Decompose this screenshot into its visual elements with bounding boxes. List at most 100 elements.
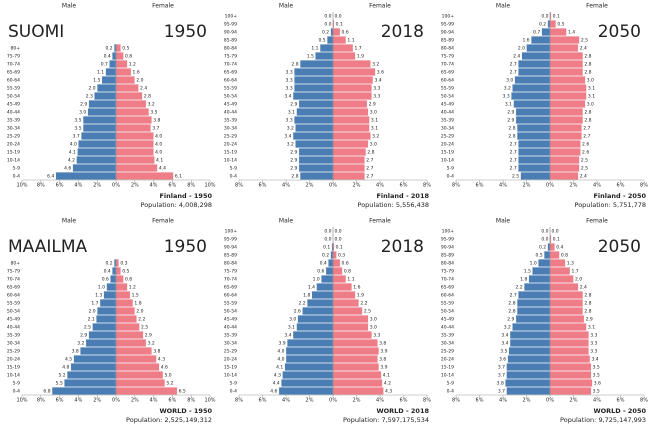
- male-bar: [506, 363, 551, 371]
- male-bar: [295, 140, 334, 148]
- female-bar: [549, 124, 582, 132]
- age-label: 45-49: [441, 317, 454, 323]
- age-label: 80-84: [441, 261, 454, 267]
- value-label: 0.8: [561, 253, 568, 259]
- male-bar: [294, 76, 334, 84]
- value-label: 1.0: [313, 277, 320, 283]
- value-label: 3.6: [377, 70, 384, 76]
- age-label: 10-14: [441, 373, 454, 379]
- age-label: 0-4: [230, 389, 237, 395]
- male-bar: [294, 84, 334, 92]
- x-tick-label: 4%: [150, 398, 158, 404]
- age-label: 30-34: [224, 341, 237, 347]
- female-bar: [332, 140, 369, 148]
- male-bar: [298, 164, 334, 172]
- x-tick-label: 8%: [640, 183, 648, 189]
- male-bar: [278, 387, 334, 395]
- male-header: Male: [62, 218, 77, 225]
- value-label: 4.0: [155, 134, 162, 140]
- value-label: 4.3: [274, 373, 281, 379]
- male-bar: [292, 331, 334, 339]
- value-label: 0.5: [557, 22, 564, 28]
- male-bar: [521, 52, 551, 60]
- x-tick-label: 4%: [150, 183, 158, 189]
- age-label: 10-14: [441, 158, 454, 164]
- value-label: 1.7: [91, 301, 98, 307]
- value-label: 2.5: [84, 325, 91, 331]
- age-label: 90-94: [441, 245, 454, 251]
- male-bar: [515, 116, 551, 124]
- male-bar: [328, 259, 334, 267]
- male-bar: [76, 156, 117, 164]
- age-label: 30-34: [7, 126, 20, 132]
- female-bar: [115, 52, 124, 60]
- male-bar: [321, 275, 334, 283]
- chart-title: WORLD - 2018: [376, 407, 429, 415]
- female-bar: [332, 76, 374, 84]
- male-bar: [285, 355, 334, 363]
- age-label: 30-34: [441, 341, 454, 347]
- value-label: 4.2: [384, 381, 391, 387]
- age-label: 5-9: [13, 381, 20, 387]
- female-bar: [332, 156, 365, 164]
- x-tick-label: 4%: [499, 398, 507, 404]
- female-bar: [332, 172, 365, 180]
- male-bar: [292, 92, 334, 100]
- x-tick-label: 6%: [168, 398, 176, 404]
- value-label: 2.9: [290, 102, 297, 108]
- female-bar: [549, 108, 584, 116]
- value-label: 0.0: [324, 22, 331, 28]
- value-label: 4.0: [277, 349, 284, 355]
- x-tick-label: 10%: [16, 183, 27, 189]
- value-label: 3.2: [287, 126, 294, 132]
- male-bar: [315, 52, 334, 60]
- male-bar: [82, 124, 117, 132]
- male-bar: [81, 132, 117, 140]
- value-label: 0.6: [342, 261, 349, 267]
- age-label: 55-59: [7, 86, 20, 92]
- value-label: 3.7: [498, 373, 505, 379]
- female-bar: [115, 68, 132, 76]
- value-label: 0.2: [539, 22, 546, 28]
- female-bar: [549, 148, 581, 156]
- value-label: 3.2: [372, 62, 379, 68]
- x-tick-label: 2%: [93, 398, 101, 404]
- female-bar: [332, 124, 370, 132]
- male-bar: [295, 124, 334, 132]
- female-bar: [115, 84, 139, 92]
- age-label: 80-84: [224, 46, 237, 52]
- x-tick-label: 8%: [235, 398, 243, 404]
- male-bar: [109, 60, 117, 68]
- male-bar: [88, 331, 117, 339]
- age-label: 45-49: [224, 102, 237, 108]
- value-label: 3.5: [150, 110, 157, 116]
- age-label: 75-79: [224, 269, 237, 275]
- value-label: 0.4: [556, 245, 563, 251]
- male-bar: [97, 307, 117, 315]
- female-bar: [115, 371, 164, 379]
- value-label: 1.5: [524, 269, 531, 275]
- value-label: 2.7: [583, 126, 590, 132]
- year-label: 2050: [598, 22, 641, 42]
- male-bar: [73, 355, 117, 363]
- value-label: 2.8: [584, 293, 591, 299]
- value-label: 2.9: [290, 158, 297, 164]
- age-label: 40-44: [7, 325, 20, 331]
- female-bar: [332, 307, 363, 315]
- age-label: 30-34: [441, 126, 454, 132]
- male-bar: [292, 132, 334, 140]
- x-tick-label: 8%: [37, 183, 45, 189]
- male-bar: [296, 108, 334, 116]
- x-tick-label: 10%: [16, 398, 27, 404]
- value-label: 3.0: [587, 78, 594, 84]
- value-label: 5.2: [58, 373, 65, 379]
- value-label: 2.6: [294, 309, 301, 315]
- male-bar: [284, 363, 334, 371]
- age-label: 25-29: [224, 349, 237, 355]
- value-label: 2.7: [366, 166, 373, 172]
- value-label: 1.7: [354, 46, 361, 52]
- value-label: 3.0: [506, 78, 513, 84]
- value-label: 1.1: [347, 277, 354, 283]
- x-tick-label: 6%: [400, 183, 408, 189]
